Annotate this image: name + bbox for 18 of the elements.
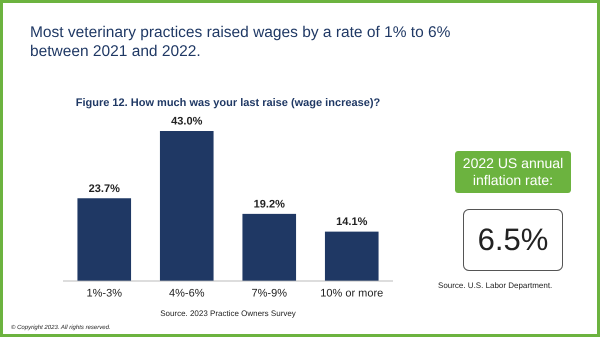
source-note: Source. U.S. Labor Department. [438, 281, 552, 290]
bar [242, 214, 296, 281]
data-label: 19.2% [254, 198, 286, 210]
data-label: 14.1% [336, 216, 368, 228]
text: 6.5% [463, 209, 563, 271]
bar [77, 198, 132, 281]
x-tick-label: 1%-3% [86, 287, 122, 300]
source-note: Source. 2023 Practice Owners Survey [159, 309, 297, 318]
data-label: 43.0% [171, 116, 203, 128]
chart-title: Most veterinary practices raised wages by a rate of 1% to 6% between 2021 and 2022. [30, 23, 452, 61]
x-tick-label: 7%-9% [252, 287, 288, 300]
data-label: 23.7% [88, 182, 120, 195]
bar [160, 131, 214, 281]
x-tick-label: 10% or more [320, 287, 384, 300]
text: 2022 US annual inflation rate: [455, 151, 571, 193]
chart-subtitle: Figure 12. How much was your last raise (wage increase)? [74, 97, 382, 109]
bar [324, 232, 379, 281]
x-tick-label: 4%-6% [169, 287, 205, 300]
